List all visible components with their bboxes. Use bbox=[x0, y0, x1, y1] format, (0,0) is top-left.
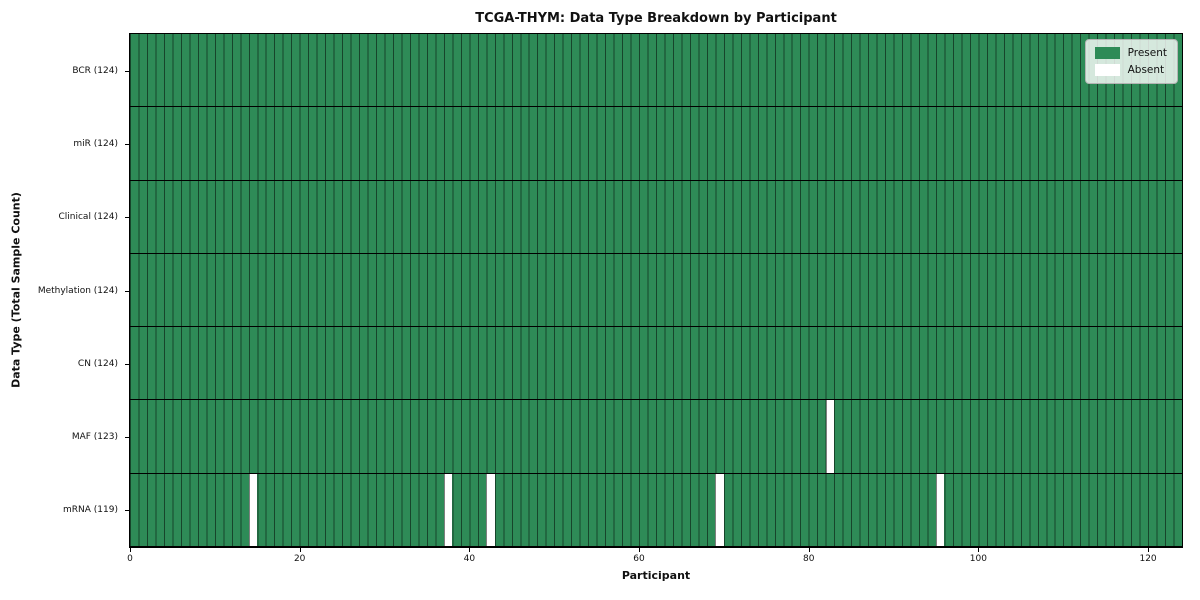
legend-swatch-present bbox=[1094, 47, 1120, 59]
x-tick-label: 80 bbox=[802, 554, 815, 564]
absent-cell bbox=[248, 473, 258, 546]
x-tick-mark bbox=[299, 548, 301, 552]
legend-label: Absent bbox=[1127, 64, 1165, 76]
x-tick-label: 0 bbox=[127, 554, 133, 564]
y-tick-mark bbox=[125, 290, 129, 292]
y-tick-label: BCR (124) bbox=[72, 65, 118, 76]
heatmap-row-bcr bbox=[130, 34, 1182, 108]
heatmap-row-cn bbox=[130, 327, 1182, 401]
x-tick-label: 40 bbox=[463, 554, 476, 564]
x-tick-mark bbox=[130, 548, 131, 552]
x-tick-label: 20 bbox=[293, 554, 306, 564]
y-tick-label: mRNA (119) bbox=[63, 505, 118, 516]
heatmap-row-maf bbox=[130, 400, 1182, 474]
plot-area: Present Absent bbox=[129, 33, 1183, 548]
chart-title: TCGA-THYM: Data Type Breakdown by Partic… bbox=[475, 11, 837, 26]
legend-item-absent: Absent bbox=[1094, 64, 1167, 76]
y-tick-mark bbox=[125, 217, 129, 219]
heatmap-row-mrna bbox=[130, 473, 1182, 547]
absent-cell bbox=[486, 473, 495, 546]
y-tick-label: Methylation (124) bbox=[37, 285, 118, 296]
heatmap-row-mir bbox=[130, 107, 1182, 181]
y-tick-label: miR (124) bbox=[73, 138, 118, 149]
x-axis-title: Participant bbox=[621, 569, 691, 582]
heatmap-row-clinical bbox=[130, 180, 1182, 254]
absent-cell bbox=[825, 400, 835, 473]
x-tick-label: 120 bbox=[1139, 554, 1157, 564]
y-tick-mark bbox=[125, 70, 129, 72]
y-tick-mark bbox=[125, 143, 129, 145]
legend-label: Present bbox=[1127, 47, 1167, 59]
y-tick-mark bbox=[125, 510, 129, 512]
absent-cell bbox=[443, 473, 453, 546]
y-tick-mark bbox=[125, 363, 129, 365]
y-tick-label: CN (124) bbox=[77, 358, 118, 369]
x-tick-mark bbox=[639, 548, 641, 552]
x-tick-mark bbox=[469, 548, 471, 552]
legend-swatch-absent bbox=[1094, 64, 1120, 76]
absent-cell bbox=[935, 473, 945, 546]
x-tick-mark bbox=[808, 548, 810, 552]
x-tick-mark bbox=[978, 548, 980, 552]
y-tick-label: Clinical (124) bbox=[58, 212, 118, 223]
heatmap-row-methylation bbox=[130, 253, 1182, 328]
absent-cell bbox=[715, 473, 724, 546]
x-tick-mark bbox=[1148, 548, 1150, 552]
x-tick-label: 60 bbox=[633, 554, 645, 564]
y-tick-label: MAF (123) bbox=[71, 432, 118, 443]
legend: Present Absent bbox=[1084, 39, 1178, 84]
x-tick-label: 100 bbox=[969, 554, 987, 564]
legend-item-present: Present bbox=[1094, 47, 1167, 59]
y-tick-mark bbox=[125, 437, 129, 439]
